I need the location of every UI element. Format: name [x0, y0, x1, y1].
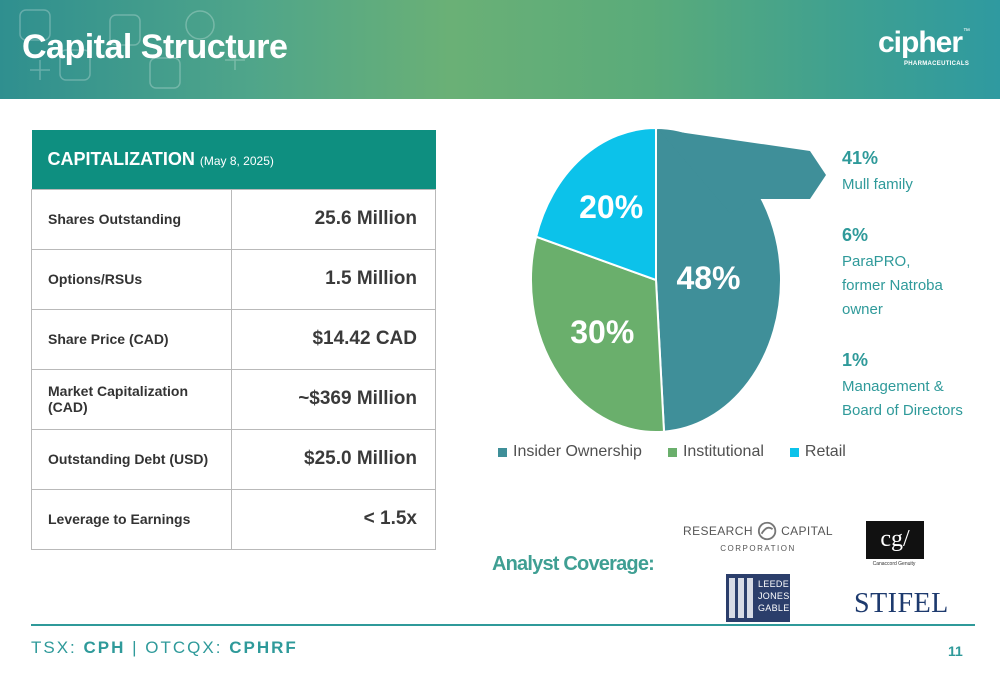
page-number: 11: [948, 643, 963, 659]
ljg-line: LEEDE: [758, 579, 790, 589]
ticker-prefix-otcqx: OTCQX:: [145, 638, 230, 657]
row-value: ~$369 Million: [230, 368, 437, 430]
logo-wordmark: cipher: [878, 26, 963, 59]
ticker-otcqx: CPHRF: [229, 638, 298, 657]
research-capital-right: CAPITAL: [781, 524, 833, 538]
pie-slice-retail: [534, 126, 657, 282]
row-value: 25.6 Million: [230, 188, 437, 250]
cipher-logo: cipher™ PHARMACEUTICALS: [878, 28, 978, 72]
breakdown-desc: owner: [842, 301, 883, 318]
pie-label-insider: 48%: [676, 260, 740, 296]
legend-item-insider: Insider Ownership: [498, 443, 642, 461]
legend-swatch-insider: [498, 447, 507, 457]
breakdown-desc: ParaPRO,: [842, 253, 911, 270]
breakdown-desc: former Natroba: [842, 277, 943, 294]
row-label: Share Price (CAD): [31, 308, 232, 370]
logo-subtext: PHARMACEUTICALS: [904, 61, 970, 67]
ticker-separator: |: [125, 638, 146, 657]
table-row: Market Capitalization (CAD) ~$369 Millio…: [31, 368, 437, 430]
table-row: Outstanding Debt (USD) $25.0 Million: [31, 428, 437, 490]
canaccord-mark: cg/: [866, 521, 924, 559]
page-title: Capital Structure: [22, 28, 288, 66]
legend-swatch-institutional: [667, 447, 677, 457]
leede-jones-gable-logo: LEEDE JONES GABLE: [726, 574, 790, 622]
capitalization-header-row: CAPITALIZATION (May 8, 2025): [31, 130, 436, 189]
table-row: Leverage to Earnings < 1.5x: [31, 488, 437, 550]
header-decoration: [19, 9, 245, 89]
row-label: Market Capitalization (CAD): [31, 368, 232, 430]
header-banner: Capital Structure cipher™ PHARMACEUTICAL…: [0, 0, 1000, 99]
footer-divider: [31, 624, 975, 626]
logo-trademark: ™: [963, 28, 971, 35]
research-capital-wordmark: RESEARCH CAPITAL: [683, 520, 833, 542]
chart-legend: Insider Ownership Institutional Retail: [498, 443, 846, 461]
stifel-logo: STIFEL: [854, 588, 949, 619]
ljg-bars-icon: [726, 574, 756, 622]
ticker-line: TSX: CPH | OTCQX: CPHRF: [31, 638, 298, 658]
breakdown-desc: Mull family: [842, 176, 913, 193]
breakdown-desc: Management &: [842, 378, 944, 395]
row-value: 1.5 Million: [230, 248, 437, 310]
pie-slice-institutional: [530, 235, 666, 433]
research-capital-left: RESEARCH: [683, 524, 753, 538]
canaccord-genuity-logo: cg/ Canaccord Genuity: [862, 521, 926, 577]
breakdown-pct: 1%: [842, 350, 869, 370]
research-capital-emblem-icon: [757, 521, 777, 541]
ljg-line: JONES: [758, 591, 790, 601]
ticker-prefix-tsx: TSX:: [31, 638, 84, 657]
row-label: Leverage to Earnings: [31, 488, 232, 550]
capitalization-table: CAPITALIZATION (May 8, 2025) Shares Outs…: [31, 130, 437, 550]
breakdown-item-mull: 41% Mull family: [842, 148, 913, 197]
analyst-coverage-title: Analyst Coverage:: [492, 553, 655, 575]
table-row: Shares Outstanding 25.6 Million: [31, 188, 437, 250]
ljg-line: GABLE: [758, 603, 790, 613]
breakdown-item-parapro: 6% ParaPRO, former Natroba owner: [842, 225, 943, 322]
callout-arrow: [658, 129, 826, 213]
breakdown-desc: Board of Directors: [842, 402, 963, 419]
canaccord-sub: Canaccord Genuity: [872, 561, 916, 567]
research-capital-logo: RESEARCH CAPITAL CORPORATION: [683, 520, 833, 566]
pie-label-institutional: 30%: [570, 314, 634, 350]
capitalization-header: CAPITALIZATION (May 8, 2025): [31, 130, 436, 189]
capitalization-title: CAPITALIZATION: [47, 148, 195, 169]
breakdown-pct: 6%: [842, 225, 869, 245]
table-row: Options/RSUs 1.5 Million: [31, 248, 437, 310]
research-capital-sub: CORPORATION: [720, 544, 796, 553]
row-value: < 1.5x: [230, 488, 437, 550]
capitalization-date: (May 8, 2025): [199, 153, 274, 168]
breakdown-item-management: 1% Management & Board of Directors: [842, 350, 963, 423]
pie-label-retail: 20%: [579, 189, 643, 225]
ticker-tsx: CPH: [83, 638, 126, 657]
row-label: Outstanding Debt (USD): [31, 428, 232, 490]
legend-swatch-retail: [789, 447, 799, 457]
table-row: Share Price (CAD) $14.42 CAD: [31, 308, 437, 370]
legend-label-institutional: Institutional: [682, 443, 764, 460]
row-value: $14.42 CAD: [230, 308, 437, 370]
ljg-text: LEEDE JONES GABLE: [756, 574, 790, 622]
row-value: $25.0 Million: [230, 428, 437, 490]
row-label: Options/RSUs: [31, 248, 232, 310]
row-label: Shares Outstanding: [31, 188, 232, 250]
breakdown-pct: 41%: [842, 148, 879, 168]
legend-item-retail: Retail: [789, 443, 846, 461]
legend-label-retail: Retail: [804, 443, 846, 460]
legend-item-institutional: Institutional: [667, 443, 764, 461]
legend-label-insider: Insider Ownership: [513, 443, 642, 460]
